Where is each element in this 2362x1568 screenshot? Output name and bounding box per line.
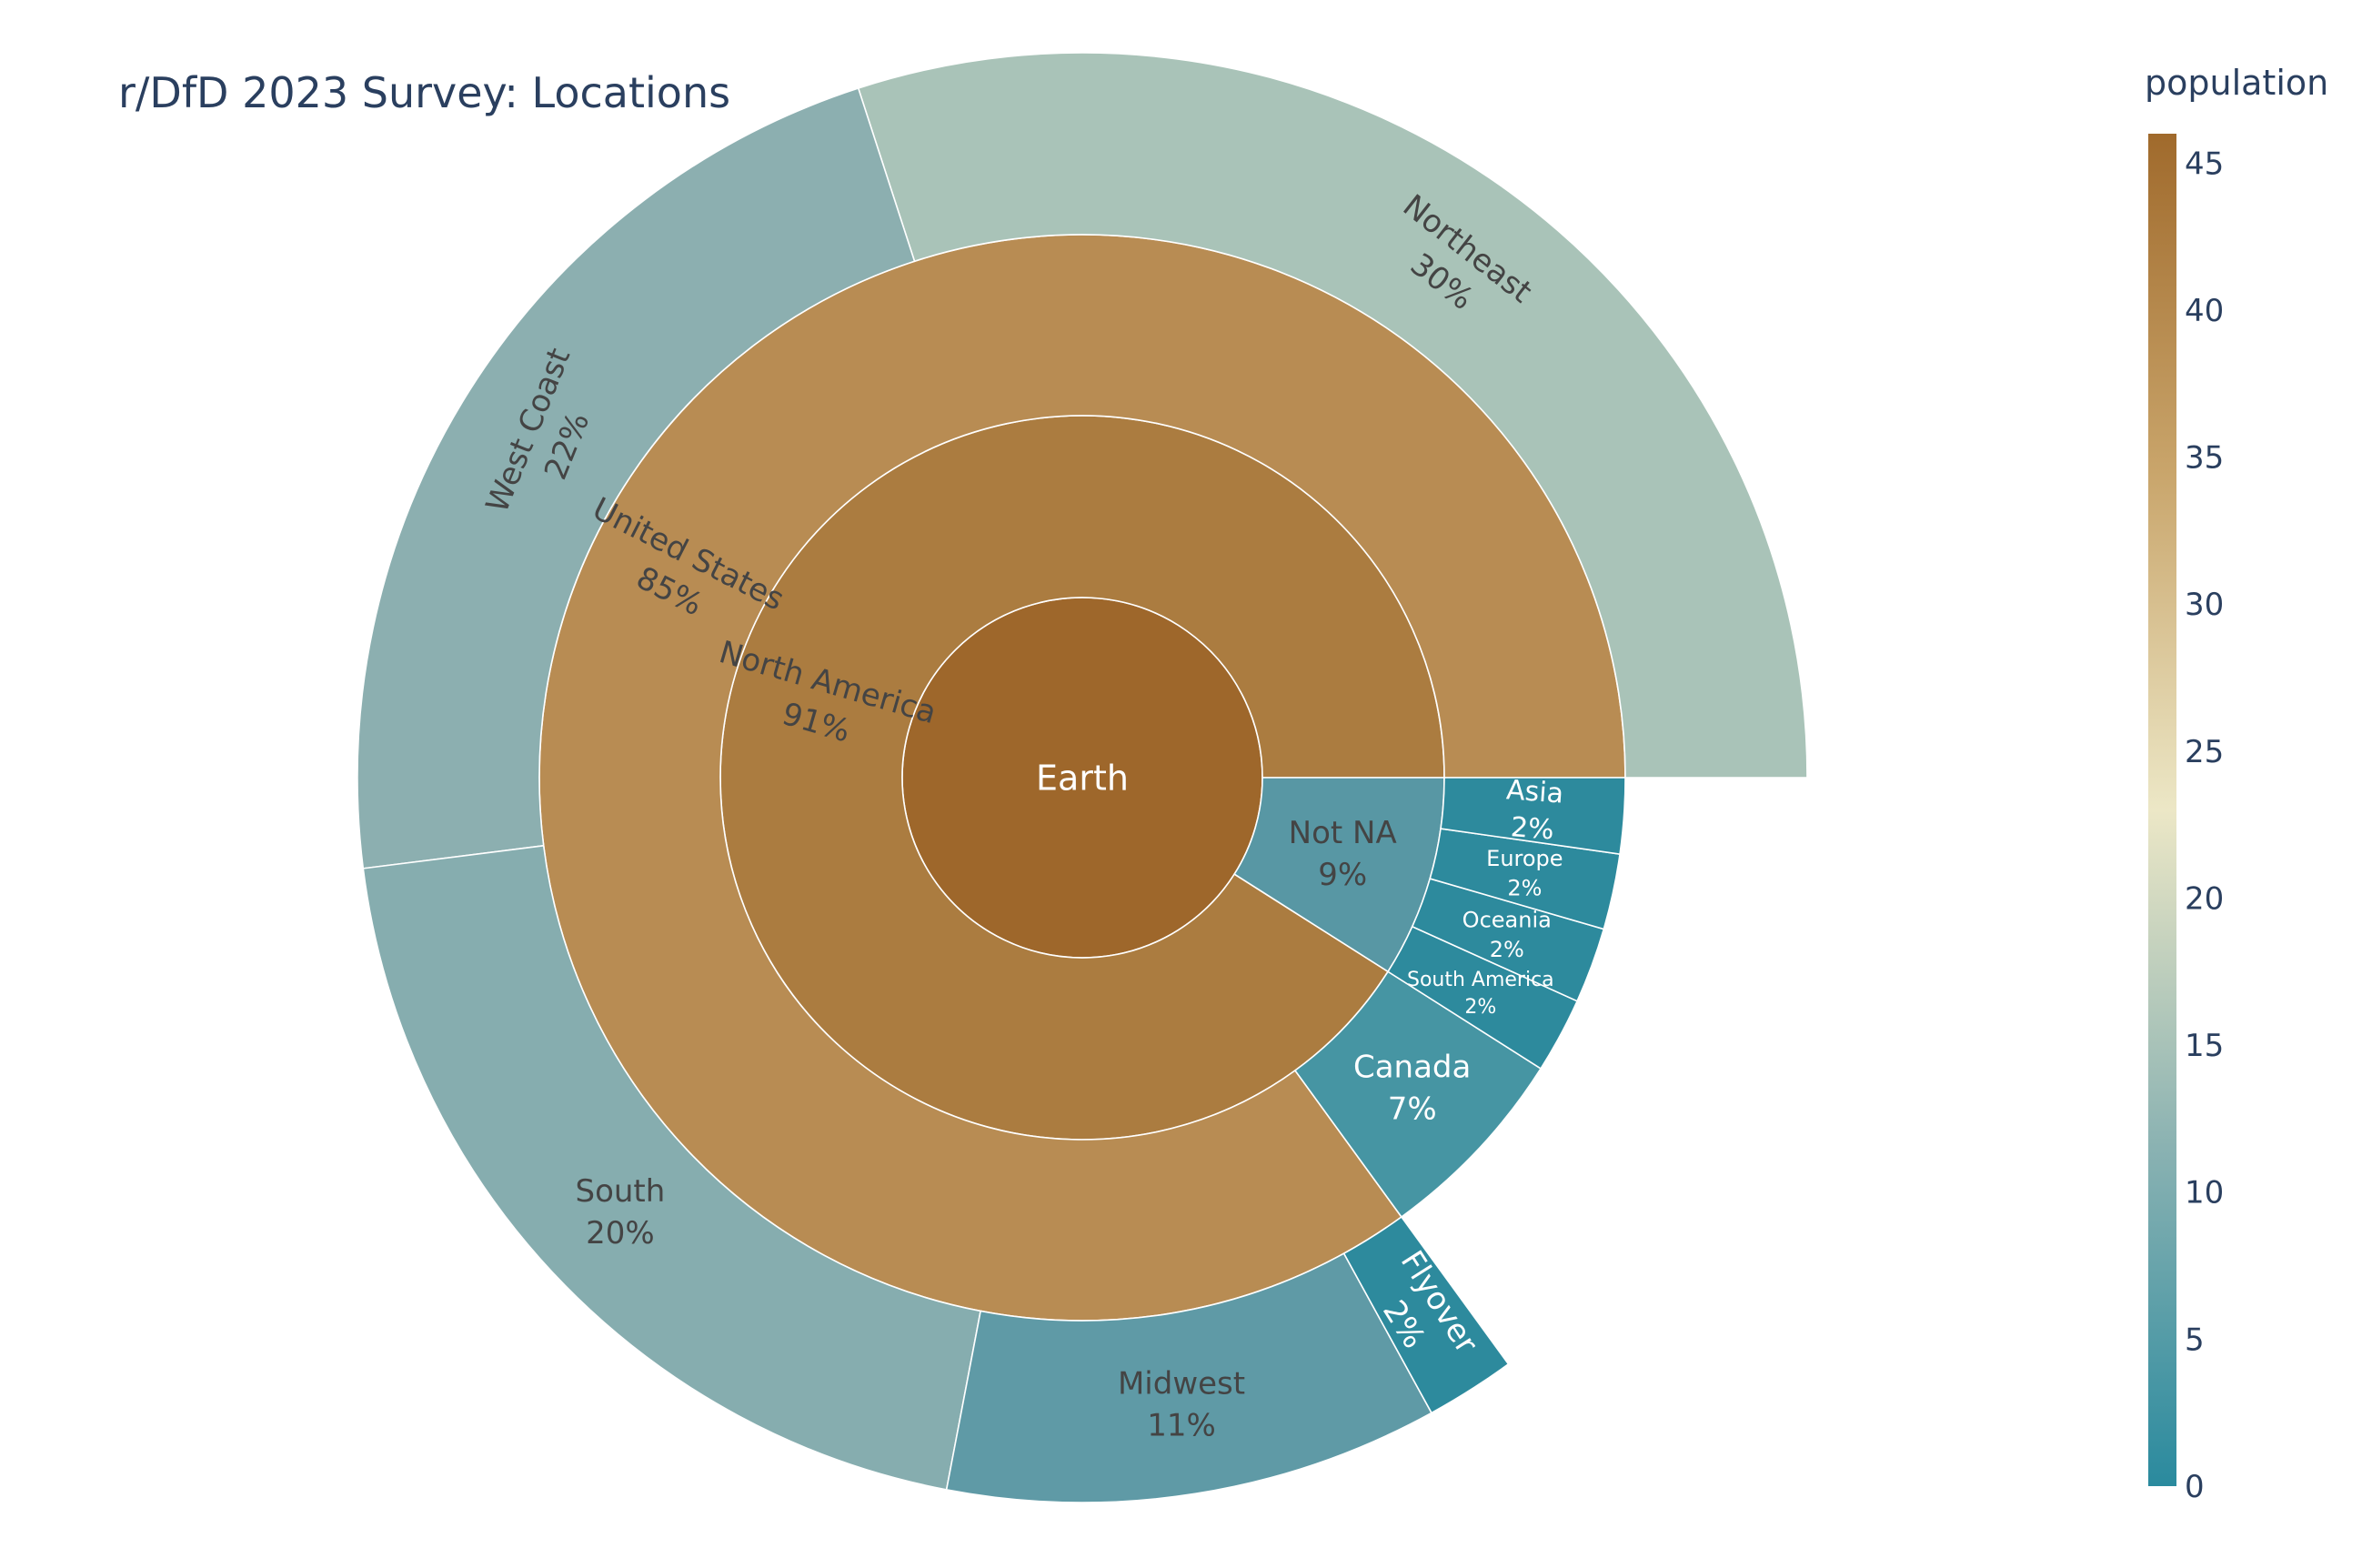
colorbar-tick-25: 25 xyxy=(2185,734,2224,770)
label-percent-canada: 7% xyxy=(1388,1091,1437,1127)
colorbar-tick-0: 0 xyxy=(2185,1469,2205,1505)
sunburst-segments xyxy=(357,52,1808,1503)
label-name-oceania: Oceania xyxy=(1462,907,1552,932)
chart-title: r/DfD 2023 Survey: Locations xyxy=(118,68,730,117)
colorbar-tick-35: 35 xyxy=(2185,440,2224,477)
label-percent-europe: 2% xyxy=(1507,875,1542,900)
label-name-asia: Asia xyxy=(1505,774,1564,809)
label-europe: Europe 2% xyxy=(1486,846,1563,900)
segment-flyover[interactable] xyxy=(1342,1215,1510,1414)
colorbar-tick-20: 20 xyxy=(2185,880,2224,917)
segment-asia[interactable] xyxy=(1440,777,1626,856)
label-name-not-na: Not NA xyxy=(1289,815,1397,851)
colorbar-tick-30: 30 xyxy=(2185,587,2224,623)
label-percent-midwest: 11% xyxy=(1147,1407,1216,1443)
colorbar-tick-15: 15 xyxy=(2185,1028,2224,1064)
label-percent-not-na: 9% xyxy=(1318,857,1367,893)
colorbar-tick-45: 45 xyxy=(2185,146,2224,182)
label-south-america: South America 2% xyxy=(1407,969,1554,1019)
label-earth: Earth xyxy=(1036,758,1129,798)
label-name-canada: Canada xyxy=(1353,1050,1471,1086)
label-canada: Canada 7% xyxy=(1353,1050,1471,1128)
colorbar-title: population xyxy=(2145,63,2328,103)
colorbar-ticks: 0 5 10 15 20 25 30 35 40 45 xyxy=(2185,146,2224,1505)
label-percent-south-america: 2% xyxy=(1464,996,1496,1019)
label-name-midwest: Midwest xyxy=(1118,1365,1245,1402)
label-oceania: Oceania 2% xyxy=(1462,907,1552,961)
colorbar-tick-5: 5 xyxy=(2185,1322,2205,1358)
colorbar-gradient xyxy=(2148,134,2176,1486)
label-percent-south: 20% xyxy=(586,1215,655,1251)
label-percent-asia: 2% xyxy=(1510,811,1555,846)
segment-south[interactable] xyxy=(362,844,982,1491)
label-name-europe: Europe xyxy=(1486,846,1563,871)
colorbar-tick-10: 10 xyxy=(2185,1175,2224,1211)
label-not-na: Not NA 9% xyxy=(1289,815,1397,893)
segment-northeast[interactable] xyxy=(857,52,1808,779)
label-name-south-america: South America xyxy=(1407,969,1554,991)
colorbar-tick-40: 40 xyxy=(2185,293,2224,329)
label-name-earth: Earth xyxy=(1036,758,1129,798)
colorbar: population 0 5 10 15 20 25 30 35 40 45 xyxy=(2145,63,2328,1505)
label-midwest: Midwest 11% xyxy=(1118,1365,1245,1443)
label-percent-oceania: 2% xyxy=(1490,937,1524,962)
label-south: South 20% xyxy=(576,1173,666,1251)
segment-west-coast[interactable] xyxy=(357,86,916,869)
label-name-south: South xyxy=(576,1173,666,1210)
